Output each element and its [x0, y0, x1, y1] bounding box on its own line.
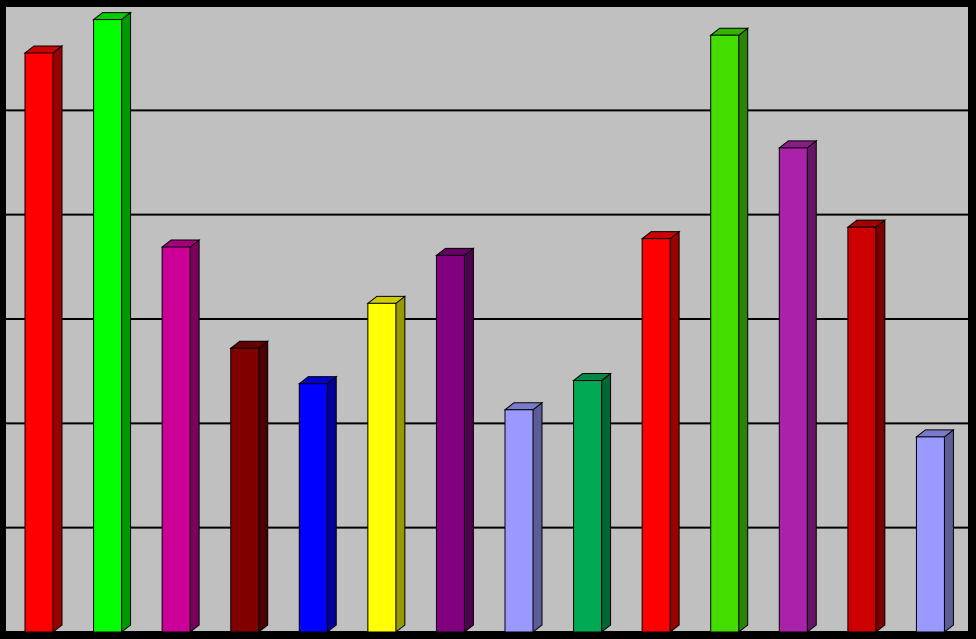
- bar-side: [806, 139, 817, 634]
- bar: [915, 436, 945, 633]
- bar: [93, 19, 123, 633]
- bar: [710, 34, 740, 633]
- bar: [778, 147, 808, 633]
- bar-side: [258, 340, 269, 634]
- bar-side: [52, 44, 63, 634]
- bar: [298, 383, 328, 633]
- bar-side: [738, 27, 749, 634]
- bar-side: [121, 11, 132, 634]
- bar: [435, 254, 465, 633]
- bar-side: [943, 428, 954, 634]
- bar: [24, 52, 54, 633]
- bar-side: [189, 238, 200, 634]
- bar: [504, 409, 534, 633]
- bar-side: [875, 219, 886, 634]
- bar-side: [463, 247, 474, 634]
- bar: [641, 238, 671, 633]
- bar: [367, 302, 397, 633]
- bar: [230, 347, 260, 633]
- bar-side: [532, 401, 543, 634]
- bar-side: [395, 295, 406, 634]
- bar-side: [669, 230, 680, 634]
- bar-side: [601, 372, 612, 634]
- bar: [847, 226, 877, 633]
- bar: [573, 380, 603, 633]
- bar-side: [326, 375, 337, 634]
- bar: [161, 246, 191, 633]
